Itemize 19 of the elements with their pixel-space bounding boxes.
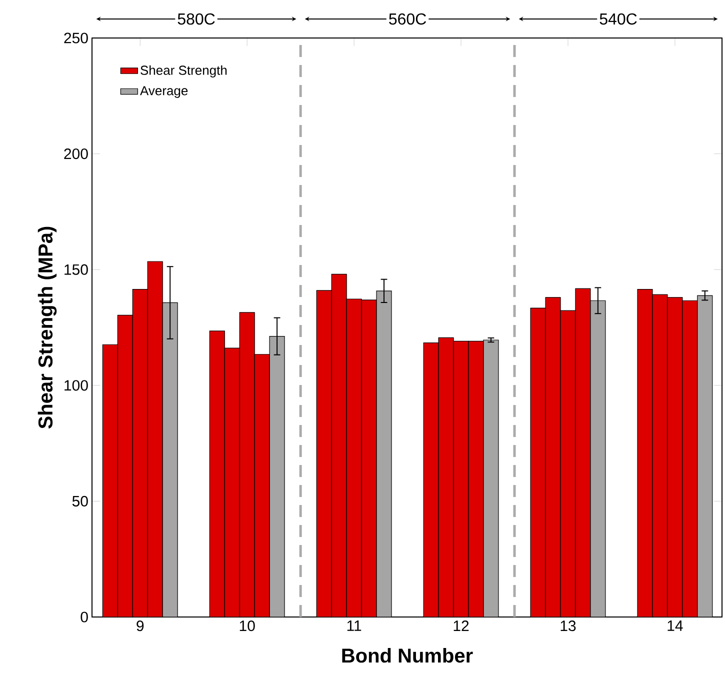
y-axis-title: Shear Strength (MPa) — [38, 226, 57, 429]
text: 540C — [600, 13, 637, 25]
text: 560C — [389, 13, 426, 25]
text: 580C — [178, 13, 215, 25]
y-tick-label: 100 — [64, 380, 88, 391]
x-tick-label: 11 — [347, 620, 362, 631]
x-tick-label: 12 — [454, 620, 469, 631]
legend-label: Average — [140, 86, 188, 98]
y-tick-label: 250 — [64, 32, 88, 44]
y-tick-label: 0 — [80, 612, 88, 622]
y-tick-label: 200 — [64, 148, 88, 160]
x-tick-label: 9 — [136, 620, 144, 632]
x-tick-label: 14 — [668, 620, 683, 631]
legend-label: Shear Strength — [140, 65, 227, 78]
x-tick-label: 13 — [560, 620, 576, 632]
y-tick-label: 150 — [64, 264, 88, 275]
y-tick-label: 50 — [72, 496, 88, 507]
x-axis-title: Bond Number — [342, 648, 473, 663]
x-tick-label: 10 — [240, 620, 255, 632]
